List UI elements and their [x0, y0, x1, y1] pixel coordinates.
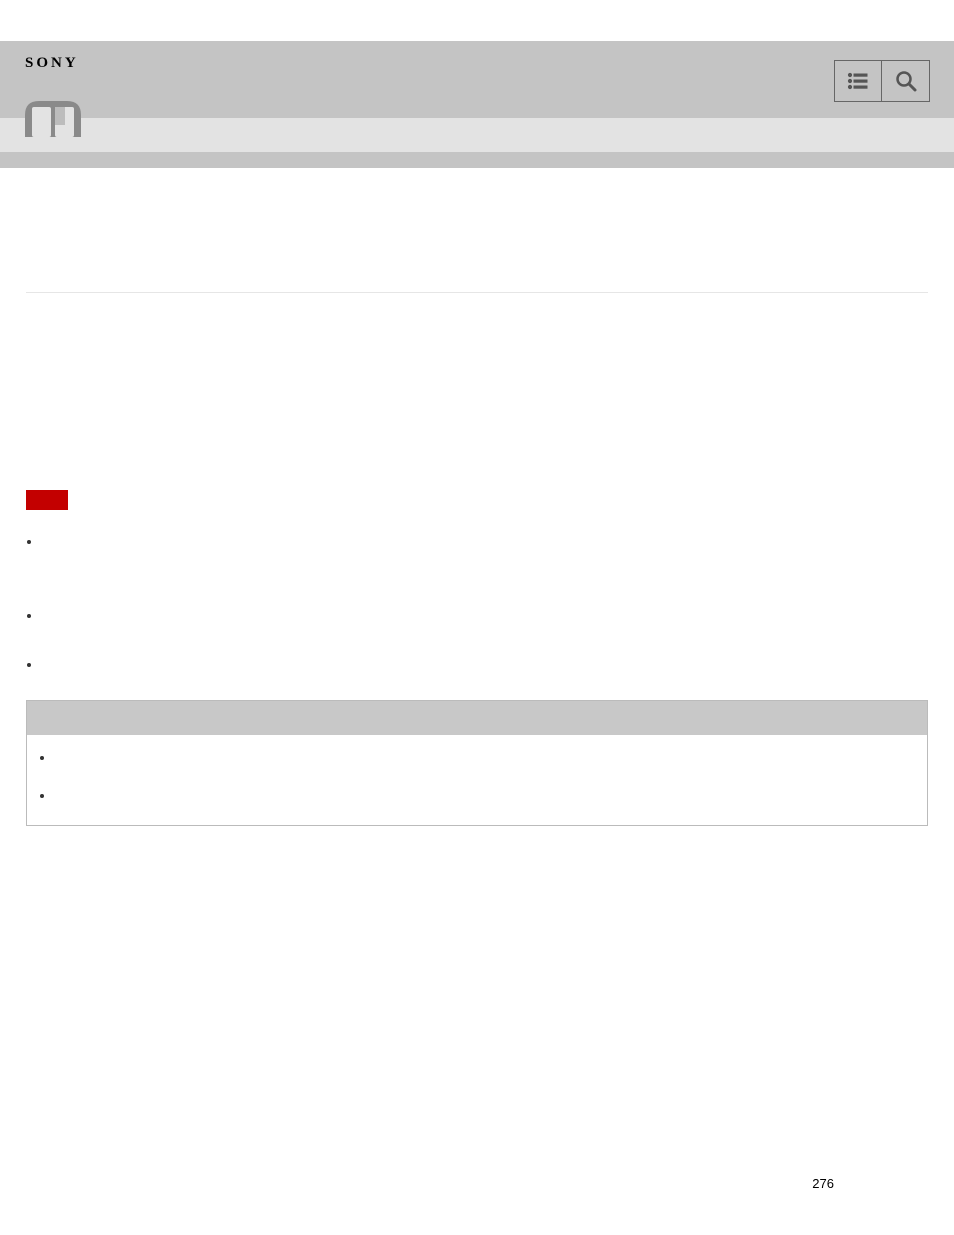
content-area: [0, 168, 954, 826]
note-body: [27, 735, 927, 825]
header-bar: SONY: [0, 41, 954, 118]
thin-gray-bar: [0, 152, 954, 168]
spacer: [26, 168, 928, 292]
menu-button[interactable]: [834, 60, 882, 102]
menu-icon: [846, 69, 870, 93]
red-label: [26, 490, 68, 510]
note-box: [26, 700, 928, 826]
search-icon: [894, 69, 918, 93]
spacer: [26, 293, 928, 490]
list-item: [42, 607, 928, 623]
guide-icon: [25, 101, 81, 137]
subheader-bar: [0, 118, 954, 152]
page: SONY: [0, 0, 954, 1235]
note-bullet-list: [55, 749, 909, 803]
header-icon-group: [834, 60, 930, 102]
note-heading: [27, 701, 927, 735]
list-item: [55, 787, 909, 803]
list-item: [42, 533, 928, 549]
top-margin: [0, 0, 954, 41]
list-item: [55, 749, 909, 765]
list-item: [42, 656, 928, 672]
main-bullet-list: [26, 533, 928, 672]
brand-logo: SONY: [25, 55, 79, 72]
search-button[interactable]: [882, 60, 930, 102]
page-number: 276: [812, 1176, 834, 1191]
